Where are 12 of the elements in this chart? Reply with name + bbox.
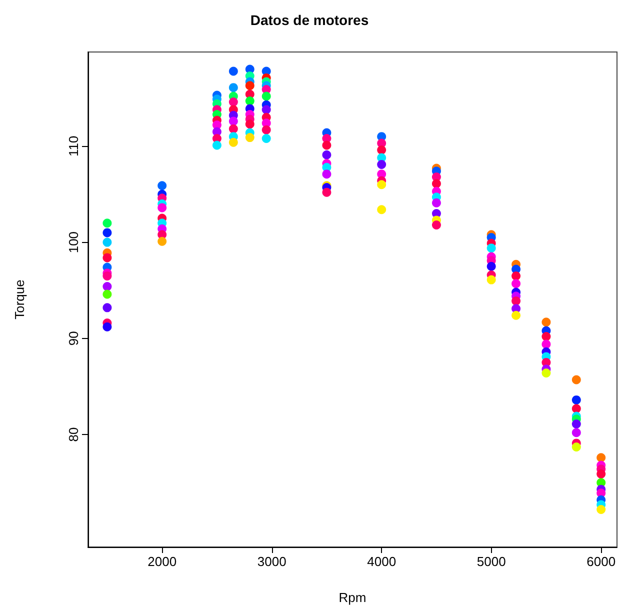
y-tick-label: 100 [66,231,81,254]
x-tick-label: 2000 [148,554,177,569]
x-axis-title: Rpm [338,590,366,605]
x-tick-label: 5000 [476,554,506,569]
chart-title: Datos de motores [250,12,369,28]
x-tick-label: 3000 [257,554,286,569]
y-tick-label: 110 [66,136,81,157]
y-tick-label: 80 [66,427,81,442]
x-tick-label: 4000 [367,554,396,569]
y-axis-title: Torque [12,280,27,320]
x-tick-label: 6000 [586,554,616,569]
y-tick-label: 90 [66,331,81,346]
